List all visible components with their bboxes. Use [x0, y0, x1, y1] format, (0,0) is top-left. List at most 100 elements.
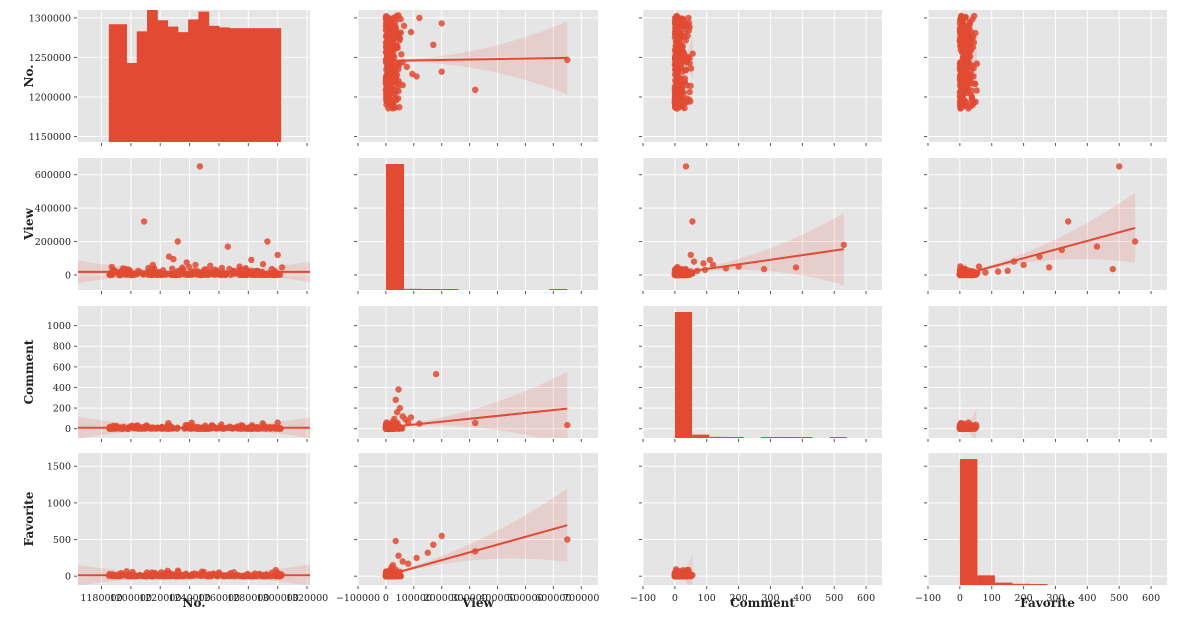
scatter-point [961, 91, 967, 97]
histogram-bar [404, 289, 422, 290]
x-tick-label-comment: 0 [672, 593, 678, 604]
scatter-point [439, 69, 445, 75]
scatter-point [408, 414, 414, 420]
scatter-point [968, 47, 974, 53]
panel-no-vs-comment [643, 10, 882, 142]
scatter-point [962, 38, 968, 44]
scatter-point [405, 561, 411, 567]
histogram-bar [157, 20, 168, 142]
scatter-point [761, 266, 767, 272]
x-tick-label-comment: 100 [698, 593, 716, 604]
y-tick-label-favorite: 1000 [47, 498, 71, 509]
histogram-bar [761, 437, 778, 438]
scatter-point [106, 571, 112, 577]
scatter-point [961, 51, 967, 57]
scatter-point [275, 252, 281, 258]
scatter-point [439, 20, 445, 26]
x-tick-label-view: 0 [383, 593, 389, 604]
panel-no-vs-no [78, 9, 310, 142]
panel-view-vs-favorite [928, 158, 1167, 290]
scatter-point [385, 84, 391, 90]
scatter-point [995, 268, 1001, 274]
scatter-point [688, 252, 694, 258]
scatter-point [679, 88, 685, 94]
histogram-bar [692, 435, 709, 438]
scatter-point [264, 238, 270, 244]
scatter-point [396, 78, 402, 84]
panel-comment-vs-favorite [928, 306, 1167, 448]
panel-view-vs-comment [643, 158, 882, 290]
regression-line [675, 575, 692, 576]
scatter-point [401, 23, 407, 29]
y-axis-label-view: View [22, 208, 36, 241]
regression-line [960, 64, 977, 65]
histogram-bar [260, 28, 271, 142]
histogram-bar [178, 32, 189, 142]
scatter-point [393, 538, 399, 544]
scatter-point [672, 34, 678, 40]
histogram-bar [209, 26, 220, 142]
scatter-point [433, 371, 439, 377]
y-tick-label-view: 200000 [35, 237, 71, 248]
scatter-point [472, 87, 478, 93]
scatter-point [982, 269, 988, 275]
scatter-point [395, 553, 401, 559]
scatter-point [197, 163, 203, 169]
scatter-point [689, 218, 695, 224]
histogram-bar [960, 459, 978, 585]
x-tick-label-favorite: 0 [957, 593, 963, 604]
histogram-bar [995, 583, 1013, 585]
scatter-point [681, 22, 687, 28]
x-tick-label-comment: −100 [630, 593, 656, 604]
scatter-point [683, 163, 689, 169]
histogram-bar [116, 24, 127, 142]
scatter-point [397, 405, 403, 411]
scatter-point [959, 74, 965, 80]
x-tick-label-comment: 500 [825, 593, 843, 604]
x-tick-label-favorite: 400 [1078, 593, 1096, 604]
x-tick-label-no: 1320000 [286, 593, 328, 604]
scatter-point [260, 261, 266, 267]
panel-comment-vs-comment [643, 306, 882, 438]
panel-favorite-vs-favorite [928, 453, 1167, 585]
panel-favorite-vs-comment [643, 453, 882, 596]
histogram-bar [250, 28, 261, 142]
scatter-point [691, 258, 697, 264]
y-tick-label-comment: 200 [53, 404, 71, 415]
histogram-bar [675, 312, 692, 438]
scatter-point [395, 386, 401, 392]
scatter-point [390, 105, 396, 111]
scatter-point [968, 29, 974, 35]
x-axis-label-no: No. [183, 596, 206, 610]
panel-background [643, 453, 882, 585]
histogram-bar [422, 289, 440, 290]
histogram-bar [188, 19, 199, 142]
x-tick-label-favorite: 100 [983, 593, 1001, 604]
scatter-point [398, 51, 404, 57]
scatter-point [141, 218, 147, 224]
x-tick-label-favorite: −100 [915, 593, 941, 604]
scatter-point [384, 14, 390, 20]
scatter-point [968, 78, 974, 84]
panel-no-vs-view [358, 10, 598, 142]
scatter-point [392, 73, 398, 79]
x-tick-label-view: 700000 [563, 593, 599, 604]
scatter-point [1110, 266, 1116, 272]
histogram-bar [126, 63, 137, 142]
scatter-point [1116, 163, 1122, 169]
histogram-bar [109, 24, 117, 142]
scatter-point [387, 33, 393, 39]
histogram-bar [168, 27, 179, 142]
scatter-point [676, 39, 682, 45]
scatter-point [384, 21, 390, 27]
scatter-point [225, 243, 231, 249]
y-tick-label-view: 600000 [35, 170, 71, 181]
scatter-point [1065, 218, 1071, 224]
scatter-point [958, 103, 964, 109]
histogram-bar [795, 437, 812, 438]
y-axis-label-comment: Comment [22, 339, 36, 404]
y-tick-label-no: 1250000 [29, 53, 71, 64]
y-tick-label-favorite: 500 [53, 535, 71, 546]
x-tick-label-favorite: 600 [1142, 593, 1160, 604]
